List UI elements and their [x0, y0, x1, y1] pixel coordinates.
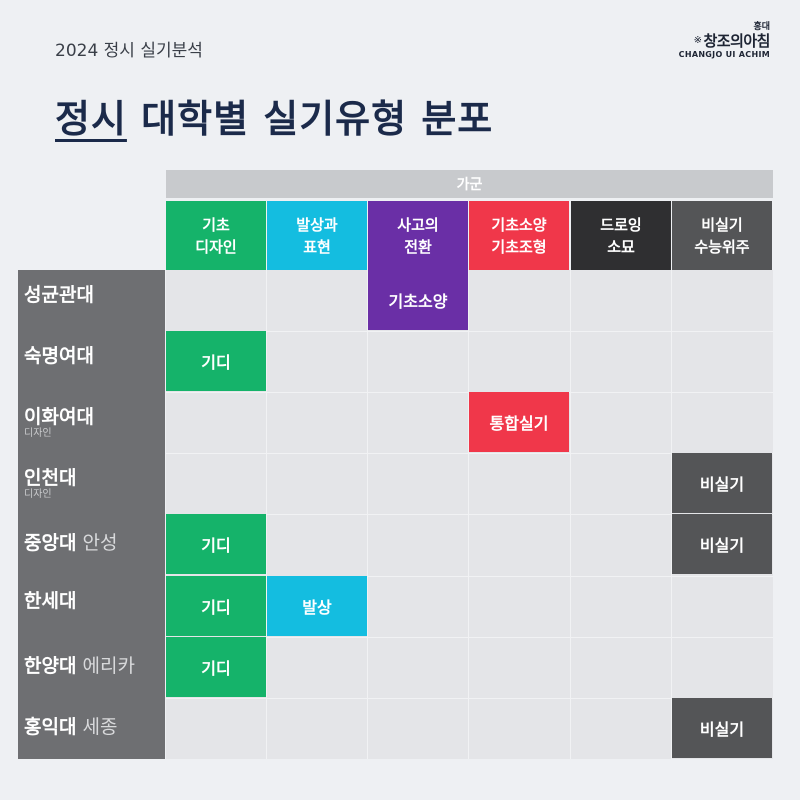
exam-type-cell: 기디: [166, 575, 266, 636]
university-name: 성균관대: [24, 284, 94, 306]
exam-type-cell: 기디: [166, 331, 266, 392]
distribution-table: 가군 기초 디자인 발상과 표현 사고의 전환 기초소양 기초조형 드로잉 소묘 비실기 수능위주 성균…: [18, 170, 774, 760]
column-header-line2: 수능위주: [694, 237, 750, 256]
row-header: 인천대 디자인: [18, 453, 165, 514]
column-header-line2: 기초조형: [491, 237, 547, 256]
logo-top-text: 홍대: [753, 22, 770, 32]
row-header: 홍익대 세종: [18, 698, 165, 759]
row-header: 한세대: [18, 576, 165, 637]
column-header-line1: 드로잉: [600, 215, 642, 234]
column-header-line2: 표현: [303, 237, 331, 256]
group-header: 가군: [166, 170, 773, 198]
grid-divider: [166, 636, 773, 638]
page-title: 정시 대학별 실기유형 분포: [55, 88, 493, 143]
university-name: 홍익대: [24, 715, 77, 738]
row-header: 성균관대: [18, 270, 165, 331]
row-header: 이화여대 디자인: [18, 392, 165, 453]
campus-label: 안성: [76, 532, 118, 555]
university-name: 숙명여대: [24, 345, 94, 368]
exam-type-cell: 비실기: [672, 697, 772, 758]
title-underlined: 정시: [55, 97, 127, 141]
column-header-line1: 기초소양: [491, 215, 547, 234]
exam-type-cell: 기초소양: [368, 270, 468, 331]
subtitle: 2024 정시 실기분석: [55, 41, 203, 61]
logo-main-text: 창조의아침: [703, 32, 770, 50]
column-header-line2: 소묘: [607, 237, 635, 256]
exam-type-cell: 비실기: [672, 514, 772, 575]
title-rest: 대학별 실기유형 분포: [126, 97, 494, 141]
university-name: 이화여대: [24, 406, 94, 429]
column-header-line1: 발상과: [296, 215, 338, 234]
university-name: 인천대: [24, 467, 77, 490]
row-header: 숙명여대: [18, 331, 165, 392]
exam-type-cell: 비실기: [672, 453, 772, 514]
row-header-column: [18, 270, 165, 759]
university-name: 중앙대: [24, 532, 77, 555]
grid-divider: [166, 514, 773, 516]
grid-divider: [166, 331, 773, 333]
column-header-line1: 사고의: [397, 215, 439, 234]
exam-type-cell: 기디: [166, 636, 266, 697]
grid-divider: [166, 575, 773, 577]
column-header-line2: 전환: [404, 237, 432, 256]
logo-sub-text: CHANGJO UI ACHIM: [678, 50, 770, 59]
row-header: 한양대 에리카: [18, 637, 165, 698]
department-note: 디자인: [24, 428, 52, 440]
grid-divider: [166, 697, 773, 699]
exam-type-cell: 기디: [166, 514, 266, 575]
university-name: 한양대: [24, 654, 77, 677]
column-header-line2: 디자인: [195, 237, 237, 256]
column-header-line1: 비실기: [701, 215, 743, 234]
column-header-line1: 기초: [202, 215, 230, 234]
exam-type-cell: 발상: [267, 575, 367, 636]
grid-divider: [166, 453, 773, 455]
exam-type-cell: 통합실기: [469, 392, 569, 453]
row-header: 중앙대 안성: [18, 514, 165, 575]
brand-logo: 홍대 ※ 창조의아침 CHANGJO UI ACHIM: [630, 22, 771, 64]
university-name: 한세대: [24, 589, 77, 612]
campus-label: 에리카: [76, 654, 135, 677]
campus-label: 세종: [76, 715, 118, 738]
logo-star-icon: ※: [693, 35, 702, 46]
department-note: 디자인: [24, 489, 52, 501]
